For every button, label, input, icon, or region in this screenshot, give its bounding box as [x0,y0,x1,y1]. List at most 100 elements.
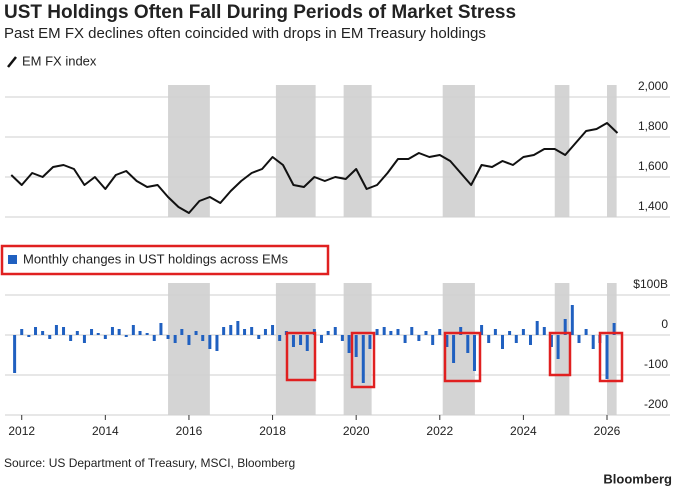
bar [493,329,497,335]
x-tick-label: 2016 [176,424,203,438]
bar [500,335,504,349]
bar [222,327,226,335]
shaded-period [607,85,617,217]
bar [319,335,323,343]
y-tick-label: 1,400 [638,199,668,213]
highlight-box [598,331,624,383]
bar [452,335,456,363]
bar [438,329,442,335]
highlight-box [548,331,572,377]
shaded-period [168,85,210,217]
bar [556,335,560,359]
chart-subtitle: Past EM FX declines often coincided with… [4,25,486,42]
bar [417,335,421,341]
bar [410,327,414,335]
shaded-period [442,85,475,217]
x-tick-label: 2022 [426,424,453,438]
bar [570,305,574,335]
bar [96,333,100,335]
bar [514,335,518,343]
chart-title: UST Holdings Often Fall During Periods o… [4,2,516,23]
x-tick-label: 2026 [594,424,621,438]
legend-icon [7,56,17,68]
bar [375,329,379,335]
bar [34,327,38,335]
x-tick-label: 2018 [259,424,286,438]
legend-label: EM FX index [22,53,97,68]
bar [54,325,58,335]
highlight-box [0,244,330,276]
bar [271,325,275,335]
bar [403,335,407,343]
bar [529,335,533,345]
bar [472,335,476,371]
bar [75,331,79,335]
x-tick-label: 2020 [343,424,370,438]
bar [236,321,240,335]
bar [368,335,372,349]
bar [173,335,177,343]
bar [131,325,135,335]
shaded-period [607,283,617,415]
bar [263,329,267,335]
bar [535,321,539,335]
shaded-period [168,283,210,415]
bar [521,329,525,335]
bar [257,335,261,339]
y-tick-label: -200 [644,397,668,411]
bar [243,329,247,335]
highlight-box [443,331,482,383]
bar [229,325,233,335]
bar [159,323,163,335]
shaded-period [554,283,570,415]
shaded-period [554,85,570,217]
bar [480,325,484,335]
bar [180,329,184,335]
bar [299,335,303,345]
shaded-period [442,283,475,415]
bar [445,335,449,347]
source-note: Source: US Department of Treasury, MSCI,… [4,456,295,470]
bar [62,327,66,335]
legend-label: Monthly changes in UST holdings across E… [23,251,288,266]
bar [333,327,337,335]
bar [459,327,463,335]
bar [41,331,45,335]
highlight-box [285,331,317,382]
bar [69,335,73,341]
y-tick-label: 0 [661,317,668,331]
bar [250,327,254,335]
bar [201,335,205,341]
y-tick-label: 1,600 [638,159,668,173]
bar [117,329,121,335]
y-tick-label: -100 [644,357,668,371]
bar [110,327,114,335]
bar [389,331,393,335]
bar [187,335,191,345]
bar [340,335,344,341]
bar [347,335,351,353]
bar [577,335,581,343]
bar [48,335,52,339]
x-tick-label: 2012 [8,424,35,438]
bar [382,327,386,335]
bar [563,319,567,335]
highlight-box [350,331,376,389]
bar [542,327,546,335]
bar [138,331,142,335]
bar [487,335,491,343]
bar [152,335,156,341]
bar [215,335,219,351]
bar [90,329,94,335]
bar [584,329,588,335]
x-tick-label: 2014 [92,424,119,438]
shaded-period [275,283,316,415]
bar [103,335,107,339]
bar [166,335,170,339]
bar [466,335,470,353]
bar [354,335,358,357]
brand: Bloomberg [603,471,672,486]
highlight-boxes [285,331,624,389]
bar [591,335,595,349]
